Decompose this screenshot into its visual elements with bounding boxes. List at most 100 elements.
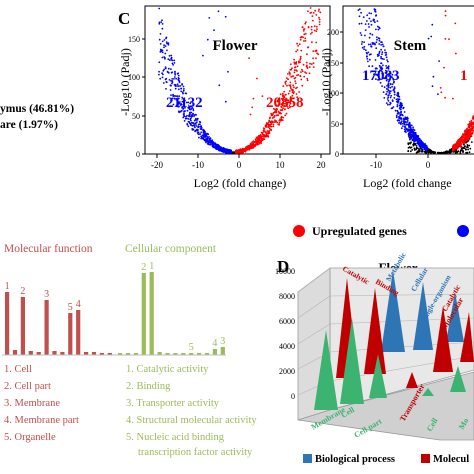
cc-bar bbox=[212, 349, 217, 355]
scatter-point-down bbox=[165, 81, 168, 84]
scatter-point-down bbox=[177, 102, 180, 105]
scatter-point-down bbox=[410, 131, 413, 134]
scatter-point-down bbox=[214, 48, 216, 50]
scatter-point-up bbox=[247, 146, 250, 149]
flower-y-axis-label: -Log10 (Padj) bbox=[118, 48, 132, 116]
scatter-point-up bbox=[286, 105, 289, 108]
scatter-point-down bbox=[170, 57, 173, 60]
scatter-point-up bbox=[303, 75, 306, 78]
scatter-point-down bbox=[378, 39, 381, 42]
scatter-point-down bbox=[403, 111, 406, 113]
scatter-point-down bbox=[171, 97, 174, 100]
scatter-point-down bbox=[369, 32, 372, 35]
scatter-point-up bbox=[242, 151, 244, 154]
scatter-point-up bbox=[289, 85, 292, 88]
scatter-point-up bbox=[295, 50, 297, 53]
cc-bar bbox=[125, 353, 131, 355]
scatter-point-ns bbox=[418, 148, 420, 151]
scatter-point-up bbox=[294, 80, 297, 82]
scatter-point-up bbox=[312, 62, 315, 65]
stem-up-count: 1 bbox=[460, 68, 468, 84]
scatter-point-up bbox=[276, 100, 279, 103]
scatter-point-down bbox=[170, 54, 173, 57]
cc-bar-label: 5 bbox=[189, 342, 194, 353]
scatter-point-down bbox=[217, 10, 220, 13]
scatter-point-up bbox=[290, 68, 292, 71]
scatter-point-up bbox=[317, 10, 320, 12]
scatter-point-up bbox=[304, 37, 307, 40]
scatter-point-down bbox=[368, 12, 371, 15]
scatter-point-down bbox=[391, 76, 393, 78]
panel-b-fragment-line1: ymus (46.81%) bbox=[0, 103, 74, 115]
scatter-point-up bbox=[285, 77, 288, 79]
scatter-point-up bbox=[303, 40, 305, 42]
stem-scatter-points bbox=[357, 8, 474, 154]
scatter-point-down bbox=[168, 59, 171, 61]
mf-bar-label: 5 bbox=[68, 302, 73, 313]
scatter-point-down bbox=[386, 98, 389, 100]
flower-down-count: 21132 bbox=[166, 95, 203, 111]
scatter-point-up bbox=[466, 131, 469, 134]
scatter-point-up bbox=[305, 61, 308, 64]
scatter-point-up bbox=[471, 129, 474, 132]
scatter-point-up bbox=[318, 8, 320, 11]
scatter-point-ns bbox=[407, 150, 410, 152]
scatter-point-up bbox=[287, 92, 290, 95]
scatter-point-down bbox=[397, 99, 399, 102]
scatter-point-down bbox=[173, 59, 176, 62]
scatter-point-down bbox=[368, 26, 370, 28]
scatter-point-up bbox=[310, 25, 313, 28]
scatter-point-up bbox=[269, 123, 271, 126]
scatter-point-down bbox=[167, 58, 170, 61]
scatter-point-down bbox=[400, 120, 403, 122]
scatter-point-up bbox=[287, 99, 290, 102]
scatter-point-down bbox=[163, 39, 166, 41]
scatter-point-down bbox=[182, 89, 185, 92]
scatter-point-down bbox=[169, 84, 172, 87]
scatter-point-down bbox=[201, 136, 204, 139]
scatter-point-down bbox=[409, 126, 412, 129]
scatter-point-down bbox=[378, 37, 380, 40]
scatter-point-down bbox=[194, 129, 197, 132]
scatter-point-down bbox=[158, 21, 161, 24]
scatter-point-down bbox=[367, 23, 370, 25]
scatter-point-up bbox=[464, 140, 467, 142]
scatter-point-down bbox=[209, 137, 212, 140]
scatter-point-down bbox=[215, 148, 218, 151]
scatter-point-down bbox=[387, 96, 390, 99]
scatter-point-down bbox=[163, 68, 166, 71]
scatter-point-down bbox=[409, 133, 411, 135]
scatter-point-up bbox=[470, 122, 473, 124]
mf-bar bbox=[52, 351, 57, 355]
cone-cc bbox=[450, 366, 466, 392]
scatter-point-down bbox=[375, 73, 377, 76]
scatter-point-up bbox=[462, 133, 465, 136]
scatter-point-down bbox=[368, 17, 371, 20]
scatter-point-down bbox=[408, 123, 410, 126]
scatter-point-down bbox=[183, 88, 185, 90]
scatter-point-up bbox=[317, 53, 320, 56]
scatter-point-up bbox=[261, 131, 263, 134]
scatter-point-down bbox=[376, 74, 379, 77]
scatter-point-down bbox=[160, 21, 163, 23]
scatter-point-down bbox=[211, 139, 214, 142]
scatter-point-ns bbox=[461, 148, 464, 150]
scatter-point-ns bbox=[411, 149, 414, 151]
scatter-point-down bbox=[181, 96, 184, 99]
scatter-point-down bbox=[393, 97, 396, 99]
flower-xtick-label: 0 bbox=[237, 160, 242, 170]
scatter-point-down bbox=[187, 118, 190, 120]
scatter-point-up bbox=[309, 62, 311, 65]
scatter-point-down bbox=[364, 49, 367, 52]
mf-legend-item: 4. Membrane part bbox=[4, 415, 79, 426]
scatter-point-down bbox=[187, 125, 190, 128]
scatter-point-down bbox=[184, 117, 187, 120]
scatter-point-up bbox=[275, 111, 277, 114]
scatter-point-down bbox=[204, 139, 207, 142]
scatter-point-down bbox=[167, 43, 170, 46]
scatter-point-down bbox=[391, 100, 394, 102]
scatter-point-down bbox=[389, 96, 392, 99]
scatter-point-up bbox=[262, 135, 264, 137]
scatter-point-down bbox=[175, 77, 178, 80]
scatter-point-ns bbox=[466, 146, 468, 149]
